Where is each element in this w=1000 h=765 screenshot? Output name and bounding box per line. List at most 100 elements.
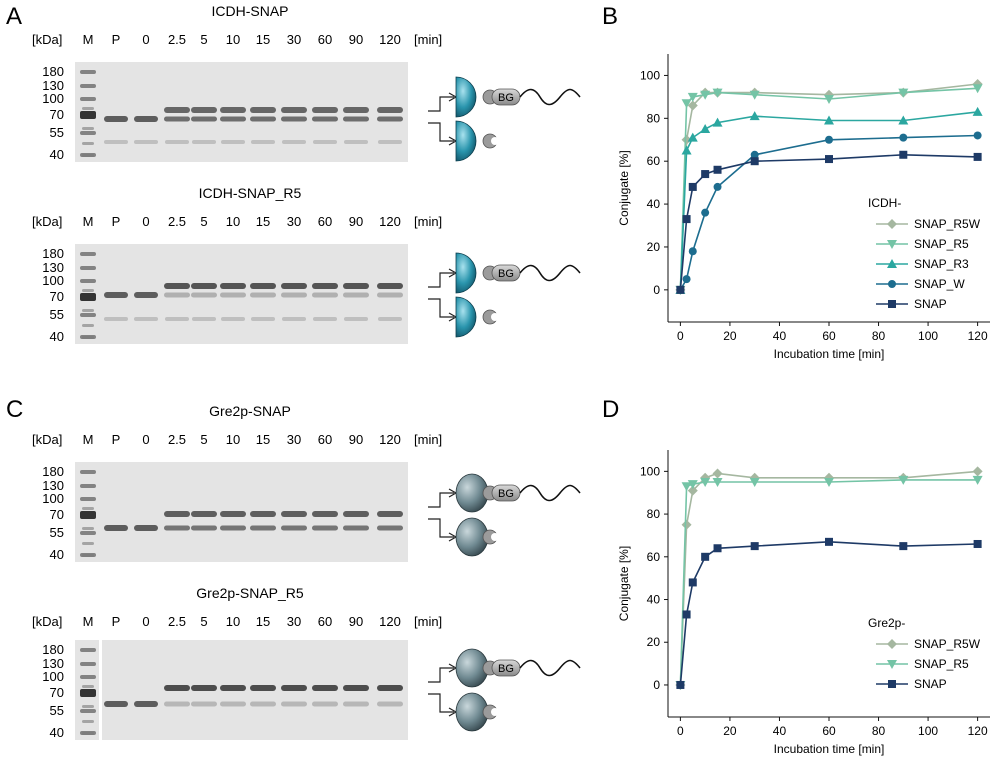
- conjugation-scheme-icdh: BG: [428, 76, 581, 162]
- lane-label-60: 60: [318, 614, 332, 629]
- gel-band-conjugate: [250, 107, 276, 113]
- protein-body-icon: [455, 120, 477, 162]
- marker-band: [80, 648, 96, 652]
- data-point: [688, 247, 697, 256]
- gel-splice-line: [99, 640, 102, 740]
- protein-body-icon: [455, 252, 477, 294]
- lane-label-5: 5: [200, 214, 207, 229]
- lane-label-5: 5: [200, 432, 207, 447]
- lane-label-0: 0: [142, 432, 149, 447]
- marker-band: [82, 542, 94, 545]
- marker-band: [82, 507, 94, 510]
- data-point: [712, 468, 723, 479]
- gel-band-unconjugated: [104, 525, 128, 531]
- gel-band-conjugate: [191, 511, 217, 517]
- gel-band-conjugate: [343, 685, 369, 691]
- data-point: [824, 115, 834, 125]
- lane-label-0: 0: [142, 614, 149, 629]
- data-point: [887, 259, 897, 268]
- gel-band-faint: [221, 317, 245, 321]
- gel-band-faint: [192, 140, 216, 144]
- legend-label-snap: SNAP: [914, 297, 947, 311]
- lane-label-p: P: [112, 432, 121, 447]
- x-tick-label: 60: [822, 724, 836, 738]
- gel-band-conjugate: [250, 685, 276, 691]
- marker-band: [80, 675, 96, 679]
- y-tick-label: 20: [647, 635, 661, 649]
- data-point: [825, 537, 833, 546]
- snap-pocket-icon: [491, 313, 499, 321]
- marker-label-100: 100: [42, 491, 64, 506]
- data-point: [887, 219, 897, 229]
- marker-label-100: 100: [42, 273, 64, 288]
- data-point: [687, 100, 698, 111]
- data-point: [676, 285, 685, 294]
- gel-icdh-snap: ICDH-SNAP [kDa] M P 0 2.5 5 10 15 30 60 90 120 [min] 1…: [32, 3, 442, 162]
- gel-band-conjugate: [191, 283, 217, 289]
- gel-band-faint: [282, 140, 306, 144]
- scheme-arrow-unconjugated: [428, 122, 454, 142]
- marker-label-40: 40: [50, 547, 64, 562]
- legend-label-snap-r3: SNAP_R3: [914, 257, 969, 271]
- data-point: [687, 132, 698, 142]
- marker-band: [80, 70, 96, 74]
- marker-unit-label: [kDa]: [32, 32, 62, 47]
- gel-band-conjugate: [250, 511, 276, 517]
- panel-letter-d: D: [602, 396, 619, 423]
- legend-label-snap-r5: SNAP_R5: [914, 657, 969, 671]
- marker-band: [80, 111, 96, 119]
- lane-label-30: 30: [287, 432, 301, 447]
- data-point: [899, 542, 908, 551]
- y-tick-label: 100: [640, 68, 660, 82]
- gel-band-unconjugated: [343, 116, 369, 122]
- data-point: [713, 182, 722, 191]
- snap-pocket-icon: [491, 137, 499, 145]
- lane-label-15: 15: [256, 614, 270, 629]
- data-point: [898, 475, 909, 485]
- lane-label-5: 5: [200, 614, 207, 629]
- marker-label-180: 180: [42, 64, 64, 79]
- marker-band: [80, 662, 96, 666]
- gel-band-faint: [378, 317, 402, 321]
- gel-band-conjugate: [281, 511, 307, 517]
- y-axis-label: Conjugate [%]: [617, 150, 631, 225]
- gel-band-conjugate: [312, 685, 338, 691]
- gel-band-unconjugated: [343, 525, 369, 531]
- gel-band-unconjugated: [164, 525, 190, 531]
- y-tick-label: 0: [653, 283, 660, 297]
- time-unit-label: [min]: [414, 432, 442, 447]
- data-point: [682, 215, 691, 224]
- gel-band-unconjugated: [377, 116, 403, 122]
- data-point: [899, 150, 908, 159]
- gel-band-conjugate: [220, 283, 246, 289]
- bg-label: BG: [498, 663, 514, 675]
- scheme-arrow-unconjugated: [428, 298, 454, 318]
- marker-label-130: 130: [42, 78, 64, 93]
- data-point: [682, 610, 691, 619]
- time-unit-label: [min]: [414, 214, 442, 229]
- gel-band-unconjugated: [104, 701, 128, 707]
- marker-label-180: 180: [42, 246, 64, 261]
- protein-body-icon: [455, 76, 477, 118]
- time-unit-label: [min]: [414, 614, 442, 629]
- y-tick-label: 20: [647, 240, 661, 254]
- lane-label-90: 90: [349, 614, 363, 629]
- marker-band: [82, 720, 94, 723]
- marker-band: [80, 84, 96, 88]
- lane-label-2-5: 2.5: [168, 214, 186, 229]
- marker-band: [82, 336, 94, 339]
- marker-band: [80, 709, 96, 713]
- x-tick-label: 60: [822, 329, 836, 343]
- gel-band-conjugate: [343, 283, 369, 289]
- data-point: [973, 152, 982, 161]
- gel-band-conjugate: [220, 511, 246, 517]
- data-point: [972, 475, 983, 485]
- lane-label-p: P: [112, 32, 121, 47]
- lane-label-120: 120: [379, 32, 401, 47]
- x-axis-label: Incubation time [min]: [774, 347, 885, 361]
- gel-band-unconjugated: [281, 292, 307, 298]
- y-tick-label: 80: [647, 507, 661, 521]
- gel-band-faint: [378, 140, 402, 144]
- marker-band: [82, 309, 94, 312]
- marker-band: [82, 685, 94, 688]
